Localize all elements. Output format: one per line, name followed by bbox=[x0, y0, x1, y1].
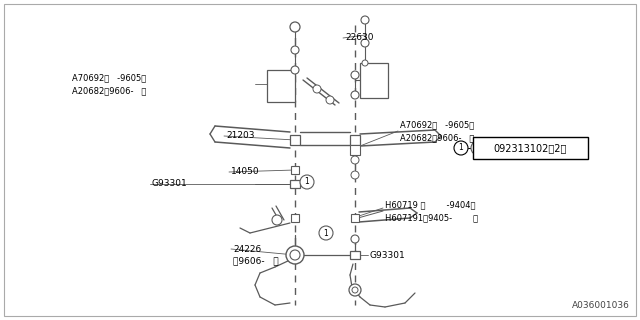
Circle shape bbox=[349, 284, 361, 296]
Circle shape bbox=[352, 287, 358, 293]
Bar bbox=[473, 137, 588, 159]
Text: 21203: 21203 bbox=[226, 132, 255, 140]
Bar bbox=[267, 70, 295, 102]
Circle shape bbox=[351, 71, 359, 79]
Bar bbox=[360, 63, 388, 98]
Circle shape bbox=[300, 175, 314, 189]
Circle shape bbox=[272, 215, 282, 225]
Bar bbox=[291, 214, 299, 222]
Text: H607191〈9405-        〉: H607191〈9405- 〉 bbox=[385, 213, 478, 222]
Circle shape bbox=[361, 39, 369, 47]
Text: 14050: 14050 bbox=[231, 167, 260, 177]
Text: 22630: 22630 bbox=[345, 34, 374, 43]
Circle shape bbox=[291, 66, 299, 74]
Text: H60719 〈        -9404〉: H60719 〈 -9404〉 bbox=[385, 201, 476, 210]
Circle shape bbox=[351, 156, 359, 164]
Text: G93301: G93301 bbox=[370, 251, 406, 260]
Text: 〈9606-   〉: 〈9606- 〉 bbox=[233, 257, 278, 266]
Circle shape bbox=[362, 60, 368, 66]
Circle shape bbox=[319, 226, 333, 240]
Circle shape bbox=[290, 250, 300, 260]
Circle shape bbox=[351, 235, 359, 243]
Circle shape bbox=[351, 91, 359, 99]
Circle shape bbox=[286, 246, 304, 264]
Text: A70692〈   -9605〉: A70692〈 -9605〉 bbox=[400, 121, 474, 130]
Bar bbox=[290, 180, 300, 188]
Bar bbox=[350, 135, 360, 145]
Text: A20682〈9606-   〉: A20682〈9606- 〉 bbox=[72, 86, 147, 95]
Circle shape bbox=[291, 46, 299, 54]
Circle shape bbox=[290, 22, 300, 32]
Bar bbox=[350, 251, 360, 259]
Text: 24226: 24226 bbox=[233, 244, 261, 253]
Bar bbox=[290, 135, 300, 145]
Text: A70692〈   -9605〉: A70692〈 -9605〉 bbox=[72, 74, 147, 83]
Text: 1: 1 bbox=[305, 178, 309, 187]
Circle shape bbox=[326, 96, 334, 104]
Bar bbox=[351, 214, 359, 222]
Bar bbox=[291, 166, 299, 174]
Text: 092313102（2）: 092313102（2） bbox=[493, 143, 566, 153]
Circle shape bbox=[313, 85, 321, 93]
Text: G93301: G93301 bbox=[152, 180, 188, 188]
Circle shape bbox=[471, 141, 485, 155]
Bar bbox=[350, 145, 360, 155]
Text: 1: 1 bbox=[324, 228, 328, 237]
Text: A20682〈9606-   〉: A20682〈9606- 〉 bbox=[400, 133, 474, 142]
Text: 1: 1 bbox=[476, 143, 481, 153]
Text: A036001036: A036001036 bbox=[572, 301, 630, 310]
Circle shape bbox=[351, 171, 359, 179]
Circle shape bbox=[361, 16, 369, 24]
Text: 1: 1 bbox=[459, 143, 463, 153]
Circle shape bbox=[454, 141, 468, 155]
